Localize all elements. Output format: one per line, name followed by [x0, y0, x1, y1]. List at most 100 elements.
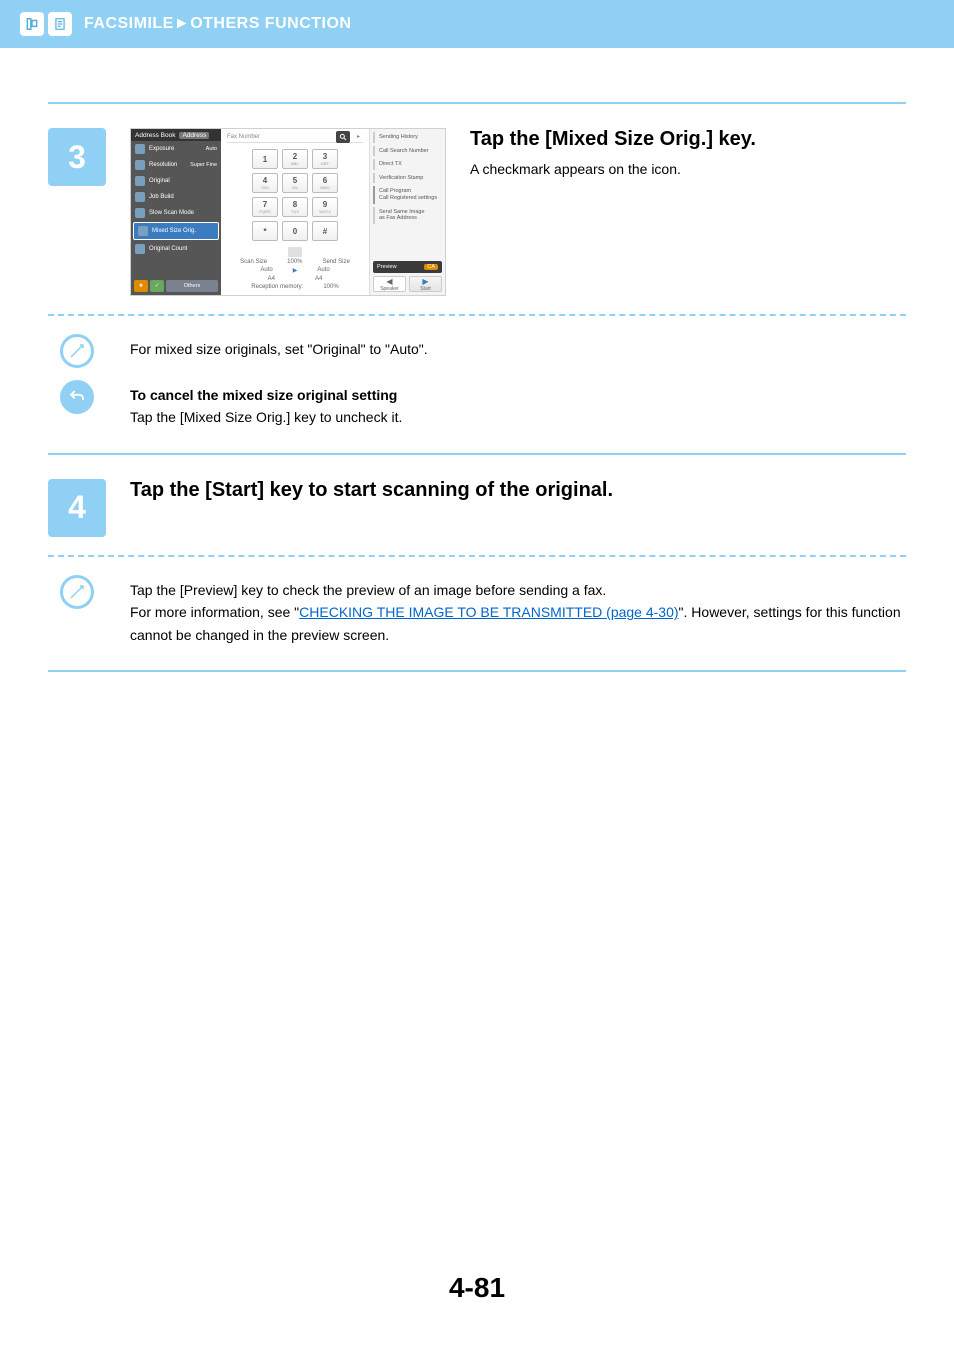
scan-size-label: Scan Size	[240, 259, 267, 265]
manual-link[interactable]: CHECKING THE IMAGE TO BE TRANSMITTED (pa…	[299, 604, 678, 620]
step-3-heading: Tap the [Mixed Size Orig.] key.	[470, 128, 906, 151]
r-direct-tx[interactable]: Direct TX	[373, 159, 442, 170]
step-4-number: 4	[48, 479, 106, 537]
key-4[interactable]: 4GHI	[252, 173, 278, 193]
r-call-search[interactable]: Call Search Number	[373, 146, 442, 157]
left-value: Super Fine	[190, 162, 217, 168]
fax-left-bottom: ★ ✓ Others	[131, 277, 221, 295]
tab-address[interactable]: Address	[179, 132, 209, 139]
fax-icon	[20, 12, 44, 36]
key-sub: WXYZ	[319, 209, 331, 214]
left-label: Job Build	[149, 194, 174, 200]
r-sending-history[interactable]: Sending History	[373, 132, 442, 143]
key-digit: 6	[323, 176, 327, 185]
scan-auto[interactable]: Auto	[260, 267, 272, 274]
left-item-jobbuild[interactable]: Job Build	[131, 189, 221, 205]
note-cancel-body: Tap the [Mixed Size Orig.] key to unchec…	[130, 409, 402, 425]
header-category: FACSIMILE	[84, 15, 174, 32]
left-item-mixed-size[interactable]: Mixed Size Orig.	[133, 222, 219, 240]
key-5[interactable]: 5JKL	[282, 173, 308, 193]
key-star[interactable]: *	[252, 221, 278, 241]
key-sub: JKL	[292, 185, 299, 190]
key-9[interactable]: 9WXYZ	[312, 197, 338, 217]
fax-right-bottom: Preview CA ◀ Speaker ▶ Start	[373, 261, 442, 292]
info-icon	[60, 575, 94, 609]
expand-icon[interactable]: ▸	[354, 133, 363, 140]
key-digit: 7	[263, 200, 267, 209]
key-2[interactable]: 2ABC	[282, 149, 308, 169]
speaker-button[interactable]: ◀ Speaker	[373, 276, 406, 292]
send-paper: A4	[315, 276, 322, 282]
left-item-slowscan[interactable]: Slow Scan Mode	[131, 205, 221, 221]
preview-label: Preview	[377, 264, 397, 270]
key-0[interactable]: 0	[282, 221, 308, 241]
paper-icon	[288, 247, 302, 257]
page-content: 3 Address Book Address ExposureAuto Reso…	[0, 48, 954, 1334]
note-cancel-title: To cancel the mixed size original settin…	[130, 387, 397, 403]
note2-line2a: For more information, see "	[130, 604, 299, 620]
note-icon-wrap	[48, 575, 106, 609]
search-icon[interactable]	[336, 131, 350, 143]
note-cancel-text: To cancel the mixed size original settin…	[130, 380, 906, 429]
left-item-resolution[interactable]: ResolutionSuper Fine	[131, 157, 221, 173]
fax-screenshot: Address Book Address ExposureAuto Resolu…	[130, 128, 446, 296]
key-sub: TUV	[291, 209, 299, 214]
left-value: Auto	[206, 146, 217, 152]
step-4-text: Tap the [Start] key to start scanning of…	[130, 479, 906, 510]
note2-line1: Tap the [Preview] key to check the previ…	[130, 582, 606, 598]
key-7[interactable]: 7PQRS	[252, 197, 278, 217]
key-hash[interactable]: #	[312, 221, 338, 241]
left-item-original[interactable]: Original	[131, 173, 221, 189]
info-icon	[60, 334, 94, 368]
step-4-row: 4 Tap the [Start] key to start scanning …	[48, 479, 906, 537]
mid-rule	[48, 453, 906, 455]
r-send-same[interactable]: Send Same Image as Fax Address	[373, 207, 442, 224]
undo-icon	[60, 380, 94, 414]
send-size-label: Send Size	[323, 259, 350, 265]
check-button[interactable]: ✓	[150, 280, 164, 292]
preview-button[interactable]: Preview CA	[373, 261, 442, 273]
key-digit: 8	[293, 200, 297, 209]
speaker-row: ◀ Speaker ▶ Start	[373, 276, 442, 292]
r-call-program[interactable]: Call Program Call Registered settings	[373, 186, 442, 203]
fax-center-bottom: Scan Size 100% Send Size Auto ▶ Auto A4	[227, 247, 363, 292]
key-sub: PQRS	[259, 209, 270, 214]
key-digit: 1	[263, 155, 267, 164]
step-3-text: Tap the [Mixed Size Orig.] key. A checkm…	[470, 128, 906, 180]
key-digit: *	[263, 227, 266, 236]
star-button[interactable]: ★	[134, 280, 148, 292]
fax-center-panel: Fax Number ▸ 1 2ABC 3DEF 4GHI 5JKL 6MNO …	[221, 129, 369, 295]
key-1[interactable]: 1	[252, 149, 278, 169]
speaker-label: Speaker	[380, 286, 399, 292]
reception-memory-label: Reception memory:	[251, 284, 303, 290]
left-item-exposure[interactable]: ExposureAuto	[131, 141, 221, 157]
step-3-number: 3	[48, 128, 106, 186]
key-8[interactable]: 8TUV	[282, 197, 308, 217]
ca-button[interactable]: CA	[424, 264, 438, 270]
key-sub: MNO	[320, 185, 329, 190]
keypad: 1 2ABC 3DEF 4GHI 5JKL 6MNO 7PQRS 8TUV 9W…	[252, 149, 338, 241]
tab-address-book[interactable]: Address Book	[135, 132, 175, 139]
key-3[interactable]: 3DEF	[312, 149, 338, 169]
page-number: 4-81	[48, 1272, 906, 1304]
doc-icon	[48, 12, 72, 36]
left-item-origcount[interactable]: Original Count	[131, 241, 221, 257]
start-button[interactable]: ▶ Start	[409, 276, 442, 292]
others-button[interactable]: Others	[166, 280, 218, 292]
fax-left-tabs: Address Book Address	[131, 129, 221, 141]
fax-left-panel: Address Book Address ExposureAuto Resolu…	[131, 129, 221, 295]
key-digit: 0	[293, 227, 297, 236]
r-verif-stamp[interactable]: Verification Stamp	[373, 173, 442, 184]
key-sub: ABC	[291, 161, 299, 166]
key-6[interactable]: 6MNO	[312, 173, 338, 193]
note-icon-wrap	[48, 334, 106, 368]
percent-label: 100%	[287, 259, 302, 265]
left-label: Original	[149, 178, 170, 184]
key-sub: DEF	[321, 161, 329, 166]
note-info-2: Tap the [Preview] key to check the previ…	[48, 575, 906, 646]
send-auto[interactable]: Auto	[317, 267, 329, 274]
exposure-icon	[135, 144, 145, 154]
start-label: Start	[420, 286, 431, 292]
fax-address-line: Fax Number ▸	[227, 131, 363, 143]
scan-paper: A4	[268, 276, 275, 282]
